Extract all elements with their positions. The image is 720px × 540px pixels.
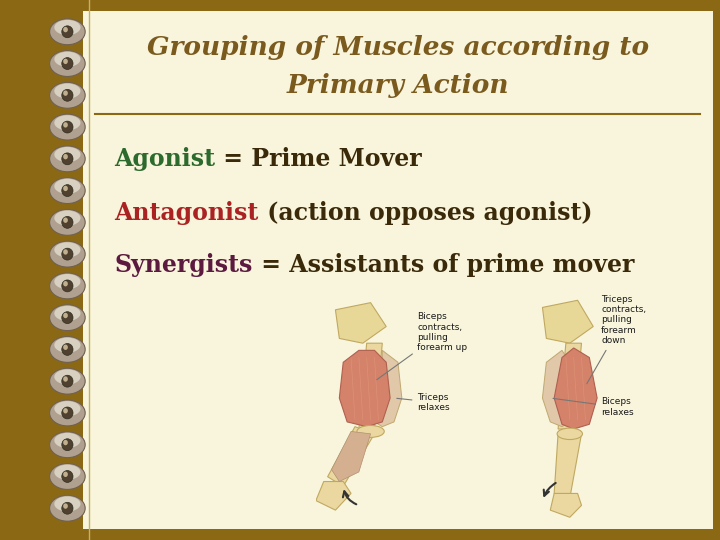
Text: Agonist: Agonist bbox=[114, 146, 215, 171]
Ellipse shape bbox=[62, 248, 73, 260]
Ellipse shape bbox=[62, 153, 73, 165]
Polygon shape bbox=[554, 348, 597, 429]
Ellipse shape bbox=[54, 401, 81, 416]
Ellipse shape bbox=[63, 154, 68, 159]
Ellipse shape bbox=[54, 147, 81, 162]
Text: Triceps
relaxes: Triceps relaxes bbox=[397, 393, 450, 412]
Text: = Prime Mover: = Prime Mover bbox=[215, 146, 422, 171]
Ellipse shape bbox=[63, 27, 68, 32]
Ellipse shape bbox=[63, 218, 68, 223]
Polygon shape bbox=[554, 434, 582, 498]
Ellipse shape bbox=[50, 146, 85, 172]
Ellipse shape bbox=[50, 178, 85, 204]
Ellipse shape bbox=[62, 26, 73, 38]
Text: Grouping of Muscles according to: Grouping of Muscles according to bbox=[147, 35, 649, 59]
Ellipse shape bbox=[63, 59, 68, 64]
Polygon shape bbox=[331, 431, 371, 482]
Text: Biceps
relaxes: Biceps relaxes bbox=[553, 397, 634, 417]
Ellipse shape bbox=[50, 82, 85, 108]
Ellipse shape bbox=[54, 306, 81, 321]
Text: Antagonist: Antagonist bbox=[114, 201, 258, 225]
Ellipse shape bbox=[62, 375, 73, 387]
Ellipse shape bbox=[54, 464, 81, 480]
Ellipse shape bbox=[62, 58, 73, 70]
Ellipse shape bbox=[63, 471, 68, 477]
Polygon shape bbox=[359, 343, 382, 429]
Text: Triceps
contracts,
pulling
forearm
down: Triceps contracts, pulling forearm down bbox=[587, 295, 646, 384]
Text: Biceps
contracts,
pulling
forearm up: Biceps contracts, pulling forearm up bbox=[377, 312, 467, 380]
Ellipse shape bbox=[63, 122, 68, 127]
Ellipse shape bbox=[54, 211, 81, 226]
Text: Synergists: Synergists bbox=[114, 253, 253, 277]
Ellipse shape bbox=[62, 470, 73, 482]
Polygon shape bbox=[558, 343, 582, 429]
Ellipse shape bbox=[63, 408, 68, 414]
Ellipse shape bbox=[62, 407, 73, 419]
Ellipse shape bbox=[50, 432, 85, 458]
Polygon shape bbox=[542, 300, 593, 343]
Ellipse shape bbox=[557, 428, 582, 440]
Ellipse shape bbox=[63, 376, 68, 382]
Ellipse shape bbox=[62, 185, 73, 197]
Ellipse shape bbox=[62, 89, 73, 101]
Ellipse shape bbox=[54, 115, 81, 130]
Ellipse shape bbox=[50, 368, 85, 394]
Ellipse shape bbox=[54, 20, 81, 35]
Ellipse shape bbox=[54, 369, 81, 384]
Ellipse shape bbox=[54, 433, 81, 448]
Ellipse shape bbox=[50, 210, 85, 235]
Ellipse shape bbox=[50, 305, 85, 330]
Ellipse shape bbox=[54, 274, 81, 289]
Ellipse shape bbox=[54, 52, 81, 67]
Ellipse shape bbox=[50, 241, 85, 267]
Ellipse shape bbox=[54, 338, 81, 353]
Ellipse shape bbox=[63, 503, 68, 509]
Ellipse shape bbox=[63, 345, 68, 350]
Ellipse shape bbox=[63, 249, 68, 255]
Ellipse shape bbox=[357, 426, 384, 437]
Ellipse shape bbox=[50, 495, 85, 521]
Ellipse shape bbox=[62, 280, 73, 292]
Polygon shape bbox=[374, 350, 402, 427]
Ellipse shape bbox=[62, 439, 73, 451]
Polygon shape bbox=[542, 350, 574, 427]
Ellipse shape bbox=[62, 343, 73, 355]
Ellipse shape bbox=[50, 400, 85, 426]
Ellipse shape bbox=[63, 281, 68, 286]
Polygon shape bbox=[336, 302, 386, 343]
Polygon shape bbox=[328, 427, 374, 487]
Ellipse shape bbox=[63, 313, 68, 318]
Ellipse shape bbox=[62, 312, 73, 323]
FancyBboxPatch shape bbox=[71, 1, 720, 539]
Ellipse shape bbox=[63, 90, 68, 96]
Text: = Assistants of prime mover: = Assistants of prime mover bbox=[253, 253, 634, 277]
Ellipse shape bbox=[50, 114, 85, 140]
Ellipse shape bbox=[62, 217, 73, 228]
Ellipse shape bbox=[50, 463, 85, 489]
Ellipse shape bbox=[54, 242, 81, 258]
Polygon shape bbox=[316, 482, 351, 510]
Ellipse shape bbox=[63, 186, 68, 191]
Ellipse shape bbox=[50, 19, 85, 45]
Ellipse shape bbox=[50, 336, 85, 362]
Ellipse shape bbox=[50, 51, 85, 77]
Ellipse shape bbox=[62, 121, 73, 133]
Ellipse shape bbox=[63, 440, 68, 445]
Ellipse shape bbox=[50, 273, 85, 299]
Ellipse shape bbox=[62, 502, 73, 514]
Text: Primary Action: Primary Action bbox=[287, 73, 509, 98]
Ellipse shape bbox=[54, 496, 81, 511]
Ellipse shape bbox=[54, 179, 81, 194]
Polygon shape bbox=[550, 494, 582, 517]
Ellipse shape bbox=[54, 83, 81, 98]
Polygon shape bbox=[339, 350, 390, 427]
Text: (action opposes agonist): (action opposes agonist) bbox=[258, 201, 592, 225]
